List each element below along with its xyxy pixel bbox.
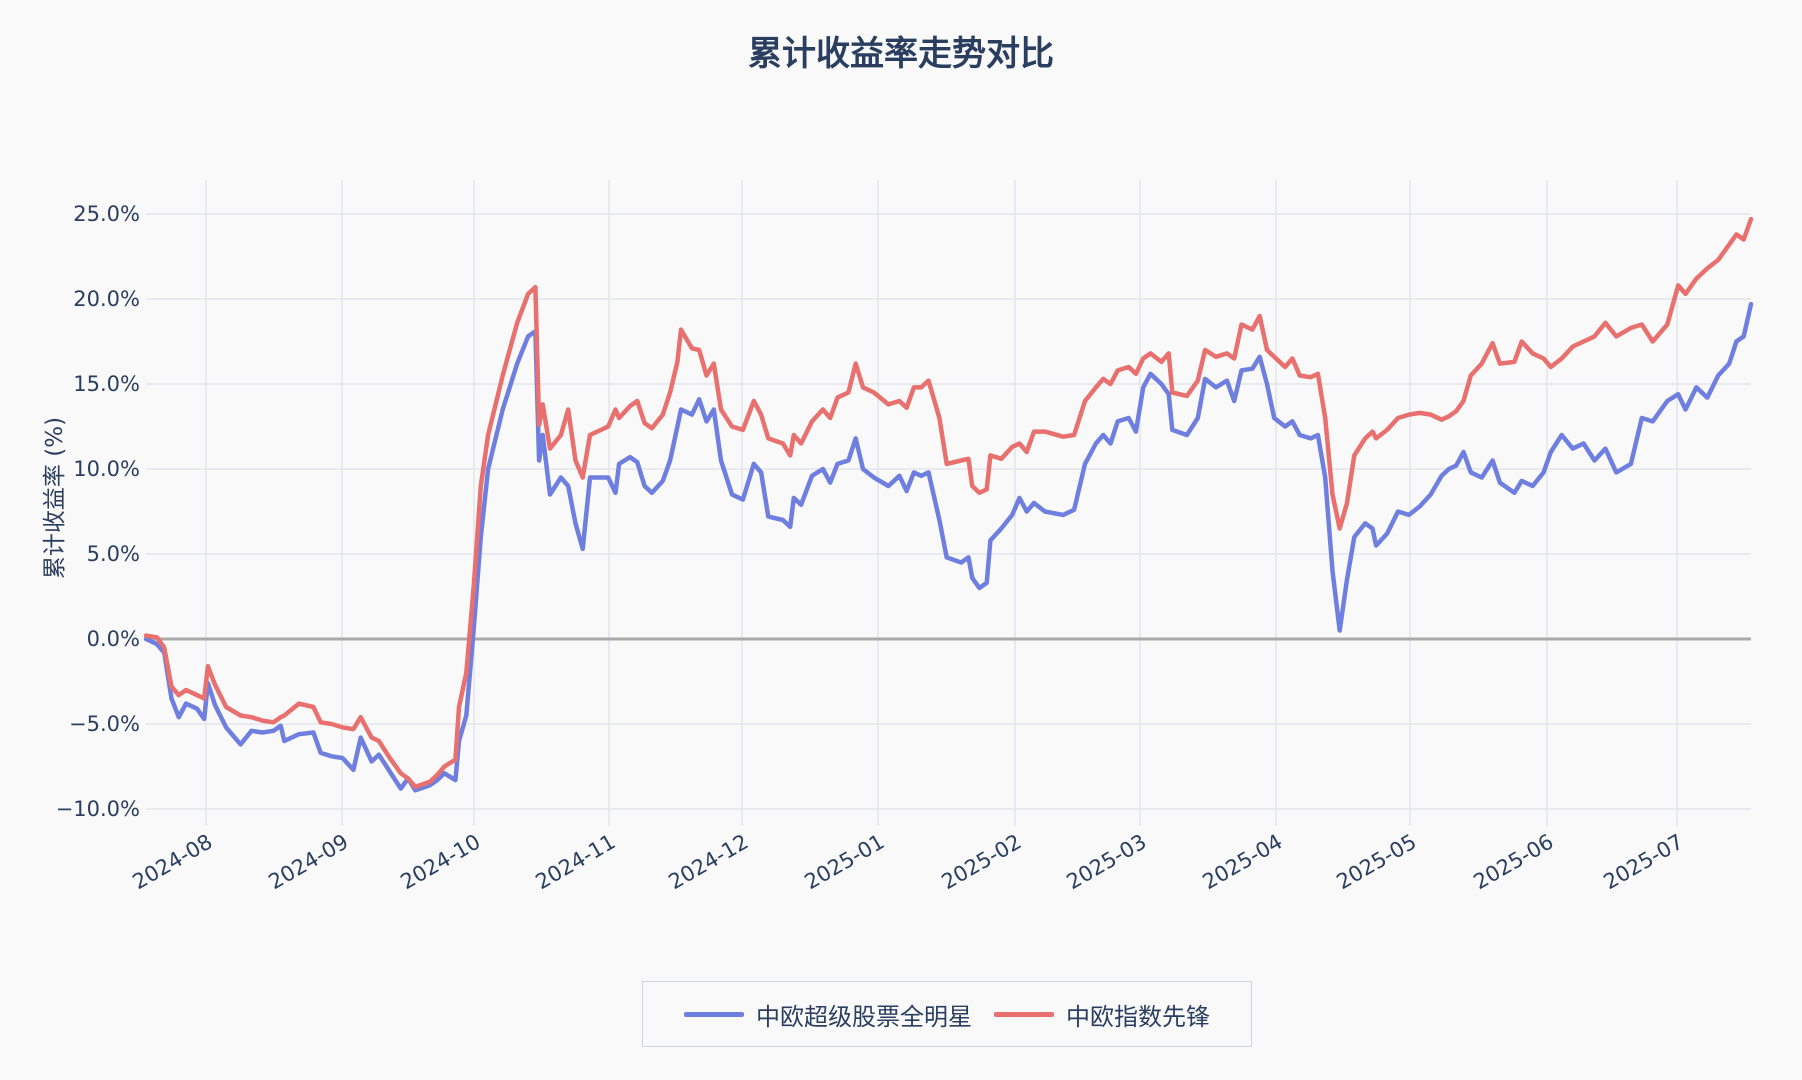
- x-tick-label: 2025-06: [1470, 830, 1558, 895]
- legend: 中欧超级股票全明星 中欧指数先锋: [642, 981, 1252, 1047]
- y-tick-label: 20.0%: [73, 287, 140, 311]
- series-line-2: [143, 216, 1754, 790]
- x-tick-label: 2025-05: [1333, 830, 1421, 895]
- y-axis-title: 累计收益率 (%): [42, 417, 68, 579]
- x-tick-label: 2024-08: [129, 830, 217, 895]
- x-axis-tick-labels: 2024-08 2024-09 2024-10 2024-11 2024-12 2025-…: [129, 830, 1688, 895]
- vertical-gridlines: [205, 180, 1678, 826]
- chart-title: 累计收益率走势对比: [748, 34, 1054, 74]
- x-tick-label: 2024-12: [665, 830, 753, 895]
- y-axis-tick-labels: −10.0% −5.0% 0.0% 5.0% 10.0% 15.0% 20.0% 25.0%: [56, 202, 140, 821]
- y-tick-label: 5.0%: [87, 542, 140, 566]
- horizontal-gridlines: [146, 213, 1751, 810]
- legend-item-2[interactable]: 中欧指数先锋: [994, 997, 1210, 1032]
- y-tick-label: −5.0%: [69, 712, 140, 736]
- legend-item-1[interactable]: 中欧超级股票全明星: [684, 997, 972, 1032]
- legend-label: 中欧超级股票全明星: [756, 1002, 972, 1031]
- x-tick-label: 2025-04: [1199, 830, 1287, 895]
- legend-swatch: [684, 1011, 744, 1017]
- legend-label: 中欧指数先锋: [1066, 1002, 1210, 1031]
- y-tick-label: 25.0%: [73, 202, 140, 226]
- x-tick-label: 2025-03: [1063, 830, 1151, 895]
- y-tick-label: 0.0%: [87, 627, 140, 651]
- x-tick-label: 2025-01: [801, 830, 889, 895]
- x-tick-label: 2024-11: [532, 830, 620, 895]
- legend-swatch: [994, 1011, 1054, 1017]
- x-tick-label: 2024-09: [265, 830, 353, 895]
- y-tick-label: 15.0%: [73, 372, 140, 396]
- x-tick-label: 2025-07: [1600, 830, 1688, 895]
- x-tick-label: 2025-02: [938, 830, 1026, 895]
- y-tick-label: −10.0%: [56, 797, 140, 821]
- series-lines: [143, 216, 1754, 793]
- x-tick-label: 2024-10: [397, 830, 485, 895]
- y-tick-label: 10.0%: [73, 457, 140, 481]
- series-line-1: [143, 301, 1754, 793]
